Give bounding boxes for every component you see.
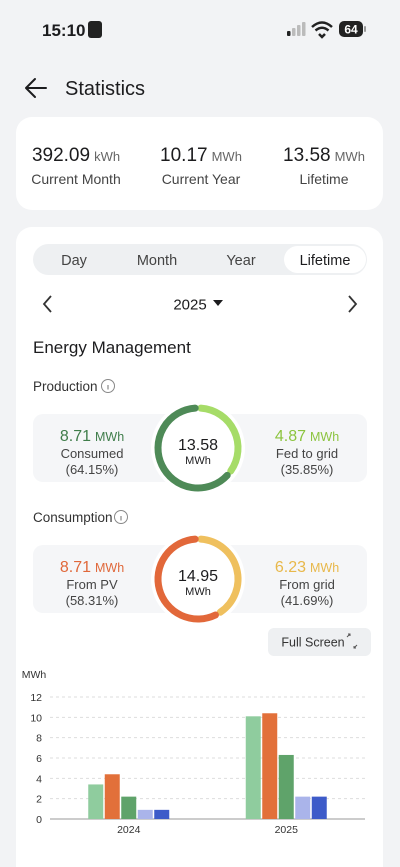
prev-year[interactable] <box>42 295 52 313</box>
bar <box>137 809 153 819</box>
info-icon[interactable] <box>101 379 115 393</box>
wifi-icon <box>311 21 333 39</box>
side-label: Fed to grid <box>276 446 338 461</box>
dropdown-caret[interactable] <box>213 300 223 306</box>
bar <box>121 796 137 819</box>
donut-unit: MWh <box>185 586 211 598</box>
tab[interactable]: Year <box>226 253 255 269</box>
y-tick-label: 6 <box>36 753 42 765</box>
bar <box>104 774 120 819</box>
y-axis-label: MWh <box>22 669 47 681</box>
value-text: 6.23 MWh <box>275 559 339 576</box>
info-icon[interactable] <box>114 510 128 524</box>
value: 13.58 <box>283 145 331 166</box>
side-percent: (35.85%) <box>281 462 334 477</box>
side-label: From PV <box>66 577 118 592</box>
y-tick-label: 12 <box>30 692 42 704</box>
donut-arc <box>154 404 231 492</box>
y-tick-label: 10 <box>30 712 42 724</box>
y-tick-label: 8 <box>36 733 42 745</box>
donut-unit: MWh <box>185 455 211 467</box>
donut-total: 14.95 <box>178 568 218 585</box>
tab[interactable]: Day <box>61 253 88 269</box>
summary-label: Lifetime <box>299 171 348 187</box>
value: 8.71 <box>60 559 91 576</box>
donut-bg <box>151 532 245 626</box>
unit: MWh <box>212 149 242 164</box>
x-tick-label: 2024 <box>117 824 141 836</box>
side-percent: (64.15%) <box>66 462 119 477</box>
side-label: From grid <box>279 577 335 592</box>
donut-total: 13.58 <box>178 437 218 454</box>
x-tick-label: 2025 <box>275 824 299 836</box>
unit: kWh <box>94 149 120 164</box>
full-screen-label: Full Screen <box>281 636 344 650</box>
value: 10.17 <box>160 145 208 166</box>
full-screen-icon <box>346 633 358 649</box>
donut-arc <box>197 404 242 475</box>
bar <box>154 809 170 819</box>
value: 392.09 <box>32 145 90 166</box>
tab[interactable]: Lifetime <box>300 253 351 269</box>
value: 8.71 <box>60 428 91 445</box>
section-label: Consumption <box>33 510 113 525</box>
y-tick-label: 4 <box>36 773 42 785</box>
status-icon <box>88 21 102 38</box>
value: 6.23 <box>275 559 306 576</box>
tab[interactable]: Month <box>137 253 177 269</box>
value-text: 8.71 MWh <box>60 559 124 576</box>
battery-tip <box>364 26 366 32</box>
unit: MWh <box>310 430 339 444</box>
signal-icon <box>287 22 306 36</box>
unit: MWh <box>95 561 124 575</box>
tab-bar <box>33 244 367 275</box>
side-label: Consumed <box>61 446 124 461</box>
bar <box>278 754 294 819</box>
status-time: 15:10 <box>42 21 85 40</box>
section-title: Energy Management <box>33 338 191 357</box>
value-text: 8.71 MWh <box>60 428 124 445</box>
unit: MWh <box>335 149 365 164</box>
tab-selected <box>284 246 366 273</box>
next-year[interactable] <box>348 295 358 313</box>
bar <box>245 716 261 819</box>
y-tick-label: 2 <box>36 794 42 806</box>
value: 4.87 <box>275 428 306 445</box>
value-text: 10.17 MWh <box>160 145 242 166</box>
bar <box>88 784 104 819</box>
section-label: Production <box>33 379 98 394</box>
donut-bg <box>151 401 245 495</box>
summary-card <box>16 117 383 210</box>
page-title: Statistics <box>65 78 145 100</box>
battery-level: 64 <box>344 23 358 37</box>
side-percent: (58.31%) <box>66 593 119 608</box>
donut-arc <box>154 535 219 623</box>
battery-icon <box>339 21 363 37</box>
value-text: 4.87 MWh <box>275 428 339 445</box>
donut-arc <box>197 535 242 616</box>
unit: MWh <box>95 430 124 444</box>
year-selector[interactable]: 2025 <box>173 297 206 314</box>
y-tick-label: 0 <box>36 814 42 826</box>
bar <box>295 796 311 819</box>
back-button[interactable] <box>25 78 47 98</box>
value-text: 392.09 kWh <box>32 145 120 166</box>
bar <box>311 796 327 819</box>
unit: MWh <box>310 561 339 575</box>
summary-label: Current Year <box>162 171 241 187</box>
value-text: 13.58 MWh <box>283 145 365 166</box>
full-screen-button[interactable] <box>268 628 371 656</box>
bar <box>262 713 278 819</box>
side-percent: (41.69%) <box>281 593 334 608</box>
summary-label: Current Month <box>31 171 120 187</box>
